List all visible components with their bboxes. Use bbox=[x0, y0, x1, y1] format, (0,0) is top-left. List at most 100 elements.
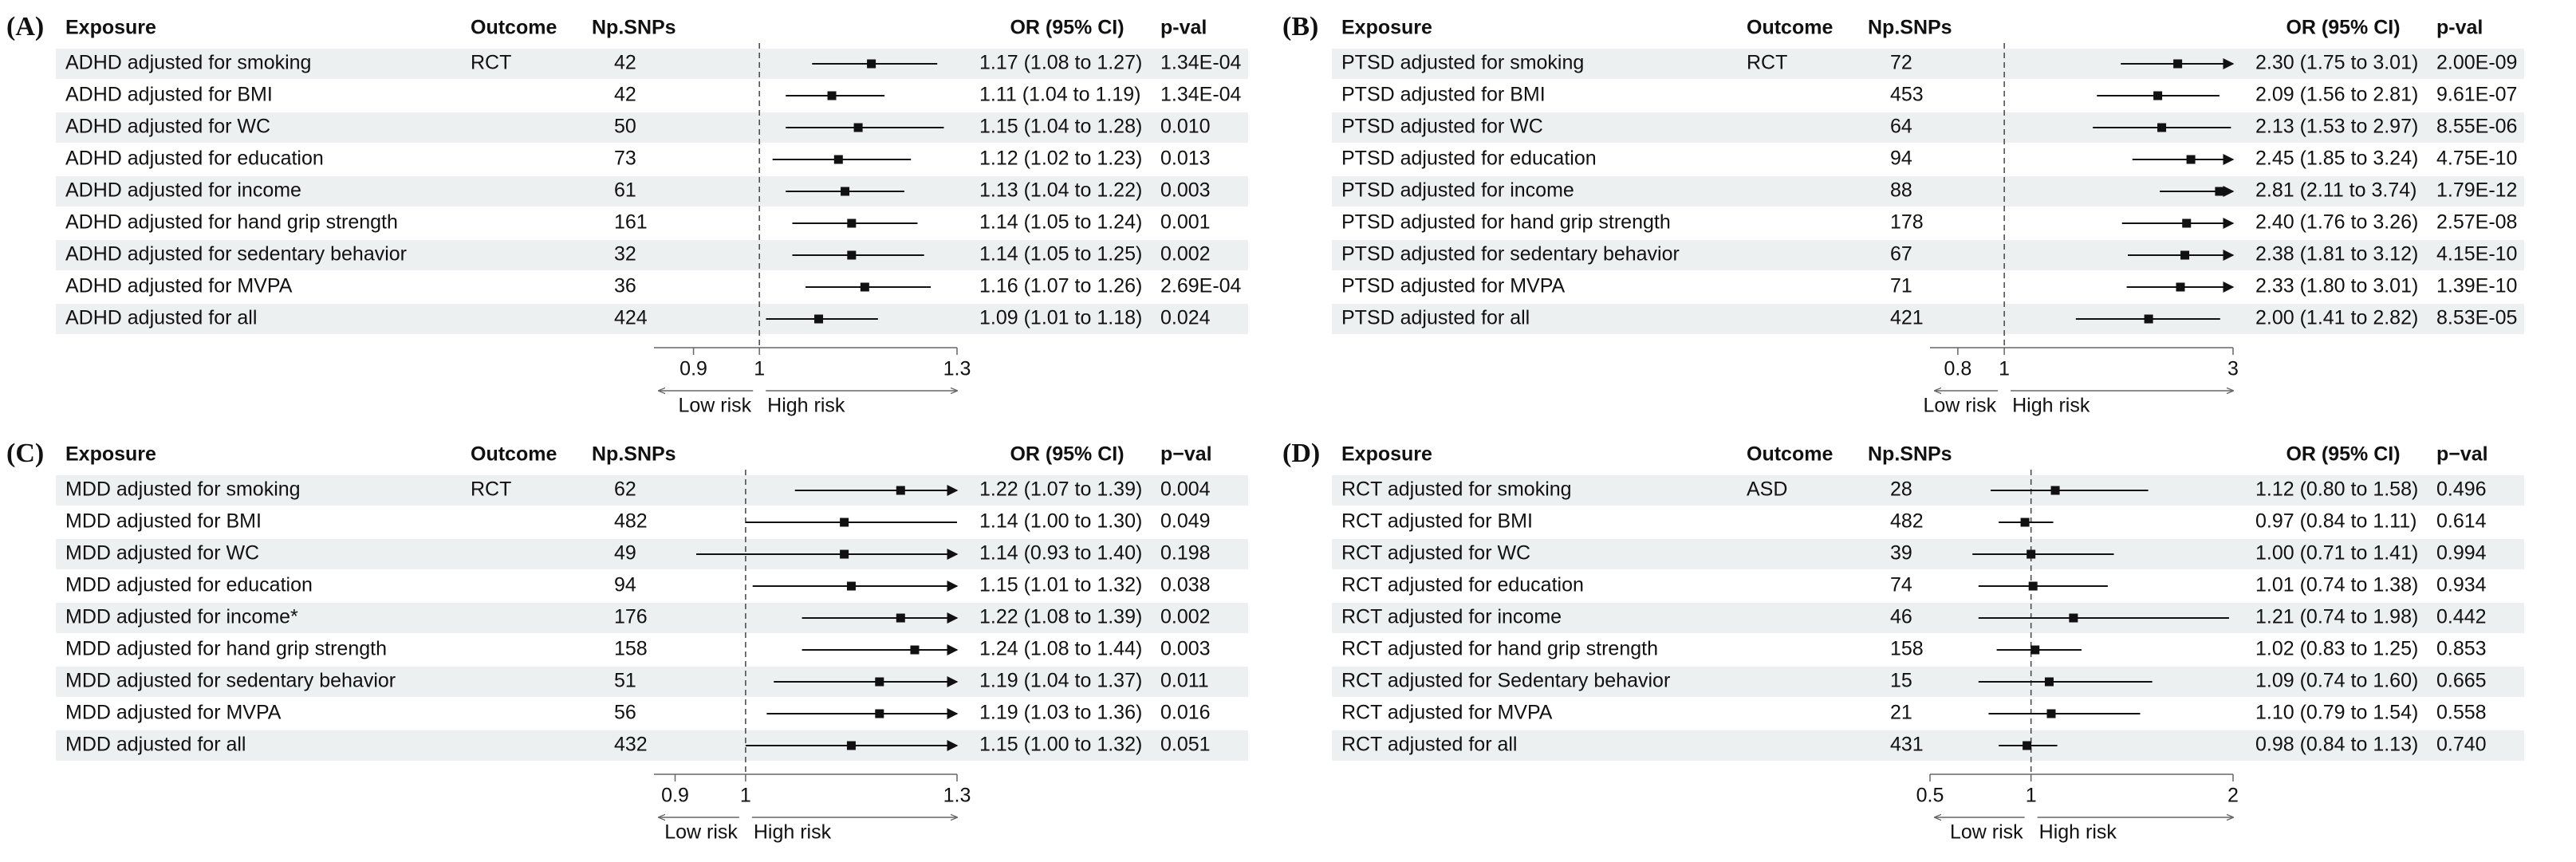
or-label: 1.12 (0.80 to 1.58) bbox=[2255, 478, 2418, 501]
snps: 178 bbox=[1890, 211, 1924, 234]
or-label: 1.24 (1.08 to 1.44) bbox=[979, 638, 1142, 660]
or-label: 2.09 (1.56 to 2.81) bbox=[2255, 84, 2418, 106]
outcome: RCT bbox=[471, 478, 511, 501]
row-shade bbox=[56, 539, 1248, 569]
panel-label: (A) bbox=[6, 12, 44, 41]
header-exposure: Exposure bbox=[65, 443, 156, 466]
pval: 1.34E-04 bbox=[1160, 52, 1242, 74]
exposure: PTSD adjusted for education bbox=[1341, 148, 1597, 170]
or-label: 2.30 (1.75 to 3.01) bbox=[2255, 52, 2418, 74]
row-shade bbox=[1332, 240, 2524, 270]
pval: 1.39E-10 bbox=[2436, 275, 2517, 297]
or-label: 2.33 (1.80 to 3.01) bbox=[2255, 275, 2418, 297]
exposure: PTSD adjusted for BMI bbox=[1341, 84, 1546, 106]
panel-label: (C) bbox=[6, 439, 44, 468]
snps: 432 bbox=[614, 734, 648, 756]
snps: 73 bbox=[614, 148, 636, 170]
x-tick-label: 1.3 bbox=[943, 785, 971, 807]
pval: 0.496 bbox=[2436, 478, 2487, 501]
point-estimate bbox=[840, 518, 849, 527]
or-label: 1.02 (0.83 to 1.25) bbox=[2255, 638, 2418, 660]
point-estimate bbox=[2186, 155, 2196, 164]
or-label: 1.14 (1.05 to 1.25) bbox=[979, 243, 1142, 266]
header-or: OR (95% CI) bbox=[1010, 443, 1124, 466]
point-estimate bbox=[2144, 314, 2153, 324]
snps: 28 bbox=[1890, 478, 1912, 501]
exposure: ADHD adjusted for BMI bbox=[65, 84, 273, 106]
low-risk-label: Low risk bbox=[1950, 821, 2023, 844]
or-label: 2.81 (2.11 to 3.74) bbox=[2255, 179, 2416, 202]
header-outcome: Outcome bbox=[1747, 17, 1833, 39]
snps: 46 bbox=[1890, 606, 1912, 628]
exposure: ADHD adjusted for all bbox=[65, 307, 257, 329]
snps: 15 bbox=[1890, 670, 1912, 692]
x-tick-label: 1.3 bbox=[943, 358, 971, 380]
point-estimate bbox=[840, 549, 849, 559]
or-label: 1.11 (1.04 to 1.19) bbox=[979, 84, 1140, 106]
snps: 32 bbox=[614, 243, 636, 266]
pval: 4.15E-10 bbox=[2436, 243, 2517, 266]
exposure: MDD adjusted for income* bbox=[65, 606, 298, 628]
snps: 21 bbox=[1890, 702, 1912, 724]
row-shade bbox=[1332, 539, 2524, 569]
pval: 0.003 bbox=[1160, 179, 1211, 202]
point-estimate bbox=[2030, 645, 2040, 655]
or-label: 1.09 (0.74 to 1.60) bbox=[2255, 670, 2418, 692]
or-label: 1.16 (1.07 to 1.26) bbox=[979, 275, 1142, 297]
row-shade bbox=[56, 304, 1248, 334]
point-estimate bbox=[827, 91, 837, 100]
header-outcome: Outcome bbox=[471, 17, 557, 39]
row-shade bbox=[1332, 112, 2524, 143]
exposure: RCT adjusted for WC bbox=[1341, 542, 1530, 565]
or-label: 2.13 (1.53 to 2.97) bbox=[2255, 116, 2418, 138]
snps: 453 bbox=[1890, 84, 1924, 106]
pval: 0.002 bbox=[1160, 606, 1211, 628]
or-label: 1.10 (0.79 to 1.54) bbox=[2255, 702, 2418, 724]
point-estimate bbox=[860, 282, 869, 292]
point-estimate bbox=[2044, 677, 2054, 687]
header-or: OR (95% CI) bbox=[1010, 17, 1124, 39]
point-estimate bbox=[2153, 91, 2163, 100]
pval: 0.001 bbox=[1160, 211, 1211, 234]
pval: 0.004 bbox=[1160, 478, 1211, 501]
row-shade bbox=[1332, 304, 2524, 334]
snps: 56 bbox=[614, 702, 636, 724]
exposure: PTSD adjusted for hand grip strength bbox=[1341, 211, 1671, 234]
exposure: PTSD adjusted for smoking bbox=[1341, 52, 1584, 74]
or-label: 1.15 (1.04 to 1.28) bbox=[979, 116, 1142, 138]
pval: 9.61E-07 bbox=[2436, 84, 2517, 106]
header-pval: p−val bbox=[2436, 443, 2488, 466]
outcome: RCT bbox=[471, 52, 511, 74]
pval: 0.013 bbox=[1160, 148, 1211, 170]
or-label: 1.17 (1.08 to 1.27) bbox=[979, 52, 1142, 74]
point-estimate bbox=[2157, 123, 2167, 132]
pval: 1.34E-04 bbox=[1160, 84, 1242, 106]
exposure: PTSD adjusted for sedentary behavior bbox=[1341, 243, 1680, 266]
pval: 2.00E-09 bbox=[2436, 52, 2517, 74]
exposure: MDD adjusted for education bbox=[65, 574, 313, 596]
header-pval: p−val bbox=[1160, 443, 1212, 466]
or-label: 1.22 (1.07 to 1.39) bbox=[979, 478, 1142, 501]
point-estimate bbox=[2173, 59, 2183, 69]
point-estimate bbox=[2069, 613, 2078, 623]
pval: 0.038 bbox=[1160, 574, 1211, 596]
snps: 158 bbox=[1890, 638, 1924, 660]
or-label: 1.15 (1.00 to 1.32) bbox=[979, 734, 1142, 756]
exposure: RCT adjusted for all bbox=[1341, 734, 1517, 756]
header-exposure: Exposure bbox=[1341, 17, 1432, 39]
pval: 0.049 bbox=[1160, 510, 1211, 533]
point-estimate bbox=[896, 486, 905, 495]
point-estimate bbox=[2027, 549, 2036, 559]
high-risk-label: High risk bbox=[767, 395, 845, 417]
forest-panel: (C) Exposure Outcome Np.SNPs OR (95% CI) p−va… bbox=[6, 439, 1248, 844]
pval: 0.442 bbox=[2436, 606, 2487, 628]
point-estimate bbox=[867, 59, 876, 69]
x-tick-label: 0.8 bbox=[1944, 358, 1971, 380]
point-estimate bbox=[847, 218, 857, 228]
or-label: 1.14 (1.05 to 1.24) bbox=[979, 211, 1142, 234]
exposure: MDD adjusted for BMI bbox=[65, 510, 262, 533]
snps: 94 bbox=[614, 574, 636, 596]
point-estimate bbox=[2176, 282, 2185, 292]
